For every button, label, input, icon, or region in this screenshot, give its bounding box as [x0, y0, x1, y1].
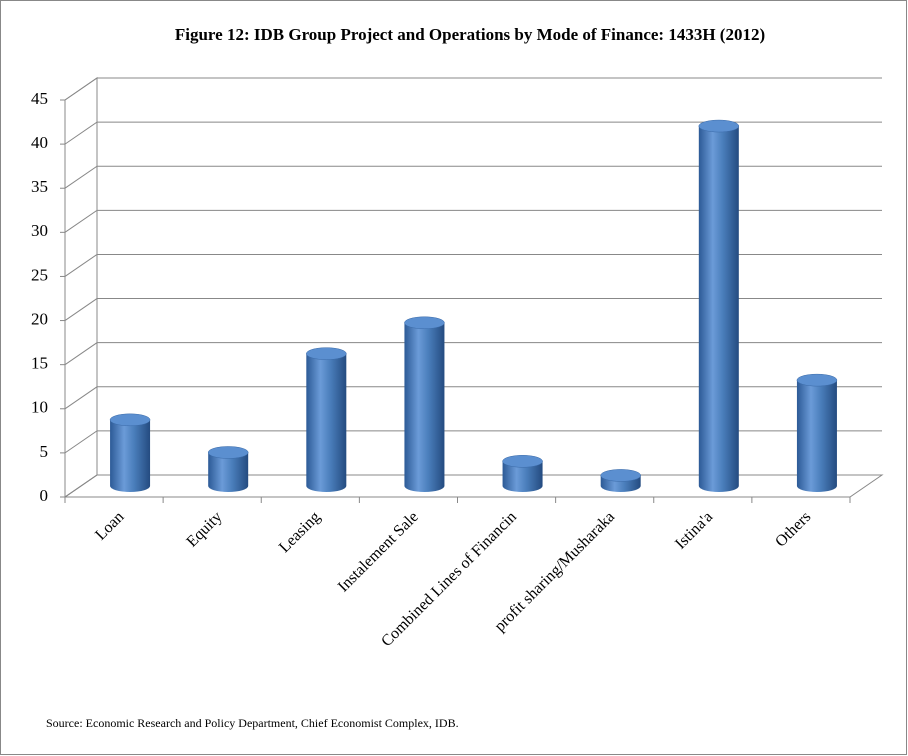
- grid-line: [64, 77, 882, 101]
- bar: [502, 461, 543, 492]
- y-tick-label: 0: [40, 486, 49, 505]
- source-note: Source: Economic Research and Policy Dep…: [46, 716, 459, 730]
- bar-top: [796, 373, 838, 387]
- y-tick-label: 20: [31, 309, 48, 328]
- bar: [208, 452, 249, 492]
- bar: [110, 419, 151, 492]
- y-tick-label: 45: [31, 89, 48, 108]
- bar: [698, 126, 739, 492]
- grid-line: [64, 386, 882, 410]
- grid-line: [64, 121, 882, 145]
- bar: [796, 380, 837, 492]
- y-tick-label: 30: [31, 221, 48, 240]
- grid-line: [64, 430, 882, 454]
- bar: [306, 353, 347, 492]
- grid-line: [64, 165, 882, 189]
- grid-line: [64, 209, 882, 233]
- grid-line: [64, 298, 882, 321]
- bar: [404, 322, 445, 492]
- bar-top: [404, 316, 445, 330]
- bar-top: [502, 455, 543, 468]
- y-tick-label: 35: [31, 177, 48, 196]
- y-tick-label: 5: [40, 442, 49, 461]
- bar-top: [207, 446, 249, 459]
- y-tick-label: 40: [31, 133, 48, 152]
- bar-top: [306, 347, 347, 360]
- y-tick-label: 10: [31, 398, 48, 417]
- grid-line: [64, 253, 882, 277]
- y-tick-label: 15: [31, 354, 48, 373]
- grid-line: [64, 342, 882, 366]
- bar-top: [600, 469, 641, 482]
- bar-top: [698, 119, 740, 133]
- chart-title: Figure 12: IDB Group Project and Operati…: [175, 25, 765, 44]
- bar-top: [109, 413, 151, 427]
- y-tick-label: 25: [31, 265, 48, 284]
